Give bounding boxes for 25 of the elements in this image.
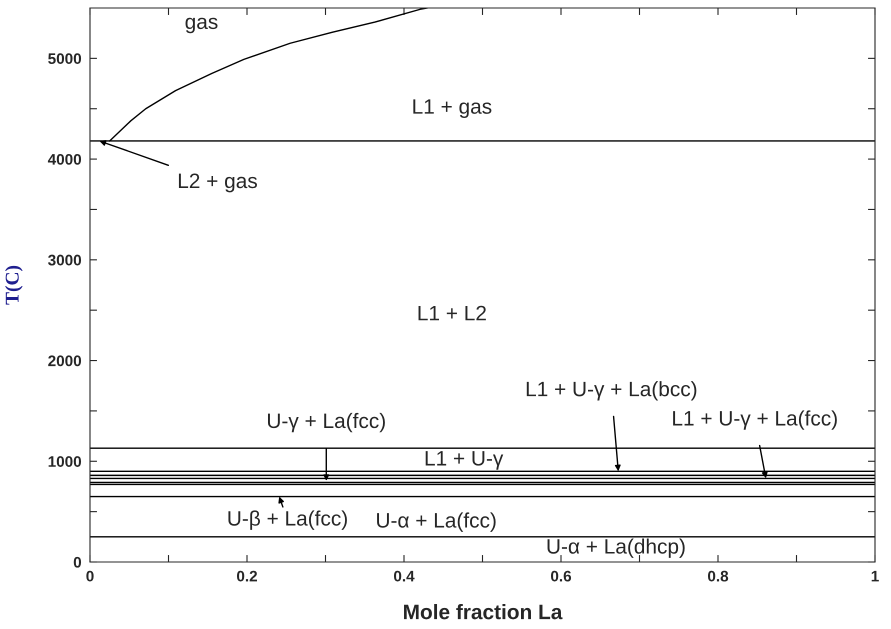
x-tick-label: 0.8	[708, 570, 728, 582]
annotation: U-α + La(fcc)	[377, 512, 496, 532]
y-tick-label: 4000	[48, 154, 82, 165]
x-tick-label: 0.2	[236, 570, 258, 582]
annotation: L1 + U-γ + La(fcc)	[673, 410, 837, 430]
y-tick-label: 5000	[48, 53, 82, 64]
y-tick-label: 0	[74, 556, 82, 568]
annotation: U-γ + La(fcc)	[268, 412, 385, 432]
x-tick-label: 0	[86, 570, 94, 582]
annotation: L1 + U-γ + La(bcc)	[526, 381, 696, 400]
x-tick-label: 0.4	[394, 570, 415, 582]
annotation: U-β + La(fcc)	[228, 510, 347, 530]
x-axis-title: Mole fraction La	[404, 604, 563, 620]
annotation: L1 + gas	[413, 99, 492, 118]
y-tick-label: 2000	[48, 355, 82, 366]
y-tick-label: 1000	[48, 456, 82, 467]
y-axis-title: T(C)	[5, 266, 23, 305]
y-tick-label: 3000	[48, 254, 82, 266]
x-tick-label: 1	[872, 570, 879, 582]
annotation: U-α + La(dhcp)	[548, 538, 685, 558]
annotation: L2 + gas	[178, 173, 257, 192]
annotation: L1 + L2	[418, 306, 486, 320]
annotation: L1 + U-γ	[426, 451, 504, 470]
annotation: gas	[186, 18, 218, 34]
x-tick-label: 0.6	[550, 570, 572, 582]
